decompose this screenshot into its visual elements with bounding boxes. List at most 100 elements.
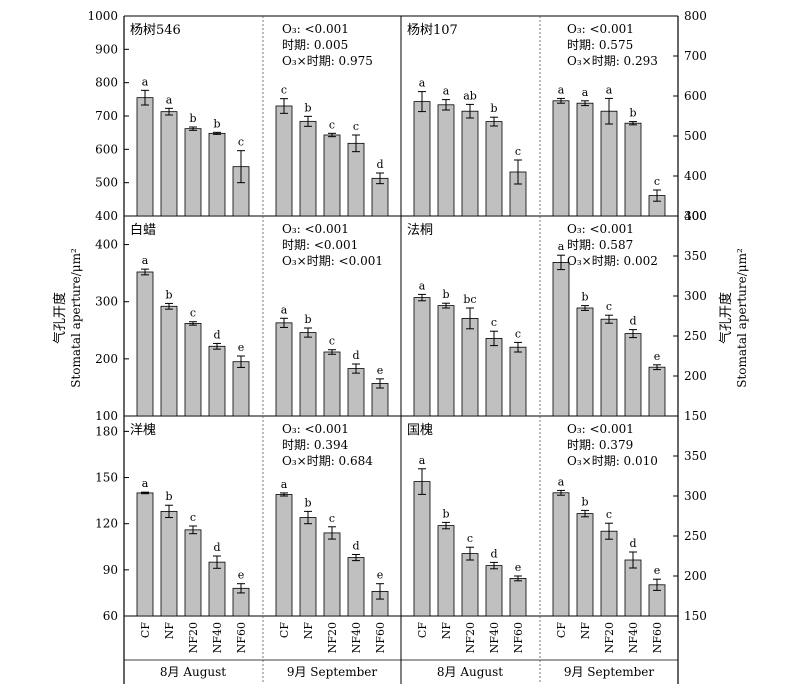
- bar: [461, 110, 479, 217]
- significance-letter: a: [443, 85, 450, 98]
- significance-letter: ab: [463, 89, 477, 102]
- panel-6: 150 200 250 300 350 国槐 a b c d e a b c d e: [407, 422, 707, 623]
- significance-letter: e: [515, 561, 522, 574]
- bar: [600, 110, 618, 217]
- bar: [600, 318, 618, 417]
- y-tick-label: 600: [95, 142, 118, 156]
- y-tick-label: 60: [103, 609, 118, 623]
- significance-letter: a: [606, 83, 613, 96]
- anova-stat-line: O₃: <0.001: [282, 422, 349, 436]
- x-category-label: NF60: [235, 622, 248, 653]
- significance-letter: a: [142, 254, 149, 267]
- significance-letter: b: [213, 117, 220, 130]
- y-tick-label: 600: [684, 89, 707, 103]
- bar: [437, 525, 455, 617]
- y-tick-label: 700: [95, 109, 118, 123]
- species-title: 国槐: [407, 422, 433, 438]
- significance-letter: d: [213, 541, 220, 554]
- bar: [552, 261, 570, 417]
- bar: [347, 368, 365, 417]
- y-tick-label: 100: [95, 409, 118, 423]
- month-label: 9月 September: [564, 665, 655, 679]
- significance-letter: c: [467, 532, 473, 545]
- x-category-label: NF40: [211, 622, 224, 653]
- anova-stat-line: O₃×时期: 0.293: [567, 54, 658, 68]
- right-axis-label-en: Stomatal aperture/μm²: [735, 248, 749, 388]
- bar: [576, 102, 594, 217]
- bar: [648, 366, 666, 417]
- significance-letter: a: [419, 454, 426, 467]
- month-label: 8月 August: [437, 665, 503, 679]
- significance-letter: c: [190, 307, 196, 320]
- anova-stat-line: 时期: 0.394: [282, 438, 349, 452]
- bar: [576, 307, 594, 417]
- y-tick-label: 1000: [87, 9, 118, 23]
- anova-stat-line: O₃: <0.001: [282, 22, 349, 36]
- bar: [136, 97, 154, 217]
- y-tick-label: 120: [95, 517, 118, 531]
- significance-letter: c: [190, 511, 196, 524]
- significance-letter: b: [581, 495, 588, 508]
- x-category-label: CF: [139, 622, 152, 638]
- significance-letter: a: [142, 477, 149, 490]
- significance-letter: b: [304, 496, 311, 509]
- panel-3: 100 200 300 400 白蜡 a b c d e a b c d e: [95, 222, 389, 423]
- significance-letter: e: [377, 364, 384, 377]
- x-category-label: CF: [555, 622, 568, 638]
- anova-stat-line: O₃: <0.001: [567, 22, 634, 36]
- significance-letter: a: [558, 475, 565, 488]
- y-tick-label: 400: [684, 209, 707, 223]
- y-tick-label: 400: [95, 209, 118, 223]
- significance-letter: c: [515, 145, 521, 158]
- month-label: 9月 September: [287, 665, 378, 679]
- x-category-label: NF60: [651, 622, 664, 653]
- anova-stat-line: O₃: <0.001: [567, 422, 634, 436]
- significance-letter: b: [304, 313, 311, 326]
- month-label: 8月 August: [160, 665, 226, 679]
- y-tick-label: 200: [684, 569, 707, 583]
- bar: [485, 565, 503, 617]
- significance-letter: d: [213, 328, 220, 341]
- bar: [576, 513, 594, 617]
- significance-letter: a: [558, 240, 565, 253]
- bar: [509, 346, 527, 417]
- significance-letter: d: [629, 315, 636, 328]
- x-category-label: NF20: [603, 622, 616, 653]
- anova-stat-line: O₃×时期: 0.010: [567, 454, 658, 468]
- bar: [275, 322, 293, 417]
- anova-stat-line: O₃×时期: <0.001: [282, 254, 383, 268]
- bar: [323, 532, 341, 617]
- species-title: 法桐: [407, 223, 433, 238]
- species-title: 杨树546: [130, 23, 181, 38]
- bar: [552, 100, 570, 217]
- significance-letter: b: [165, 490, 172, 503]
- figure-frame: [123, 15, 679, 684]
- significance-letter: bc: [463, 293, 476, 306]
- bar: [347, 557, 365, 617]
- significance-letter: b: [581, 291, 588, 304]
- x-category-label: CF: [278, 622, 291, 638]
- y-tick-label: 200: [684, 369, 707, 383]
- anova-stat-line: 时期: 0.005: [282, 38, 348, 52]
- y-tick-label: 300: [684, 209, 707, 223]
- significance-letter: b: [165, 288, 172, 301]
- significance-letter: d: [376, 158, 383, 171]
- species-title: 杨树107: [407, 23, 458, 38]
- significance-letter: c: [281, 84, 287, 97]
- x-category-label: NF40: [627, 622, 640, 653]
- bar: [160, 510, 178, 617]
- y-tick-label: 200: [95, 352, 118, 366]
- bar: [275, 494, 293, 617]
- bar: [600, 530, 618, 617]
- significance-letter: e: [238, 569, 245, 582]
- significance-letter: a: [419, 279, 426, 292]
- significance-letter: c: [329, 512, 335, 525]
- bar: [136, 492, 154, 617]
- y-tick-label: 350: [684, 249, 707, 263]
- left-axis-label-cn: 气孔开度: [52, 292, 68, 344]
- bar: [208, 345, 226, 417]
- significance-letter: a: [558, 83, 565, 96]
- bar: [136, 271, 154, 417]
